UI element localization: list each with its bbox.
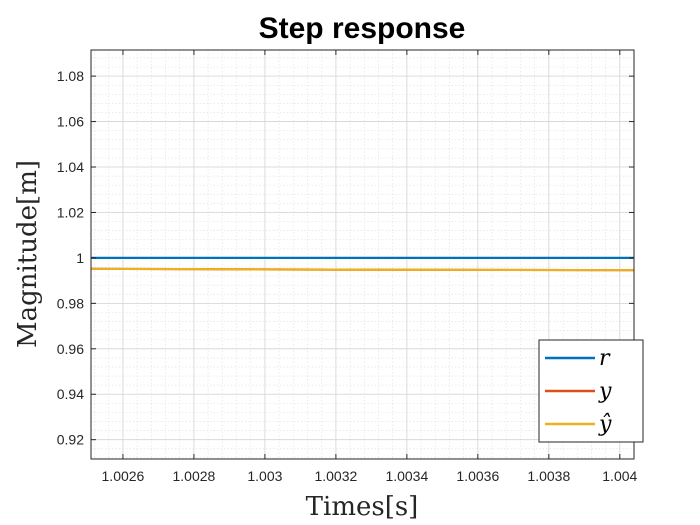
y-tick-label: 1.04 bbox=[57, 159, 84, 175]
chart-title: Step response bbox=[259, 12, 466, 45]
x-tick-label: 1.003 bbox=[247, 468, 282, 484]
x-axis-label: Times[s] bbox=[306, 492, 419, 522]
x-tick-label: 1.0034 bbox=[385, 468, 428, 484]
series-lines bbox=[90, 256, 635, 272]
x-tick-label: 1.0026 bbox=[102, 468, 145, 484]
y-tick-label: 1.02 bbox=[57, 204, 84, 220]
y-axis-label: Magnitude[m] bbox=[13, 160, 43, 348]
legend-entry-2: ŷ bbox=[598, 412, 612, 437]
y-tick-label: 0.98 bbox=[57, 295, 84, 311]
y-axis-ticks: 0.92 0.94 0.96 0.98 1 1.02 1.04 1.06 1.08 bbox=[57, 68, 634, 448]
plot-frame bbox=[90, 49, 635, 460]
y-tick-label: 0.96 bbox=[57, 341, 84, 357]
y-tick-label: 0.92 bbox=[57, 432, 84, 448]
x-axis-ticks: 1.0026 1.0028 1.003 1.0032 1.0034 1.0036 1.003… bbox=[102, 50, 638, 484]
x-tick-label: 1.0032 bbox=[314, 468, 357, 484]
y-tick-label: 1.06 bbox=[57, 114, 84, 130]
y-tick-label: 1 bbox=[76, 250, 84, 266]
x-tick-label: 1.0038 bbox=[527, 468, 570, 484]
series-line-2 bbox=[90, 267, 635, 272]
x-tick-label: 1.0028 bbox=[173, 468, 216, 484]
legend: ryŷ bbox=[538, 339, 644, 443]
legend-entry-0: r bbox=[599, 346, 611, 371]
y-tick-label: 1.08 bbox=[57, 68, 84, 84]
legend-entry-1: y bbox=[598, 379, 612, 404]
x-tick-label: 1.0036 bbox=[456, 468, 499, 484]
x-tick-label: 1.004 bbox=[602, 468, 637, 484]
y-tick-label: 0.94 bbox=[57, 386, 84, 402]
